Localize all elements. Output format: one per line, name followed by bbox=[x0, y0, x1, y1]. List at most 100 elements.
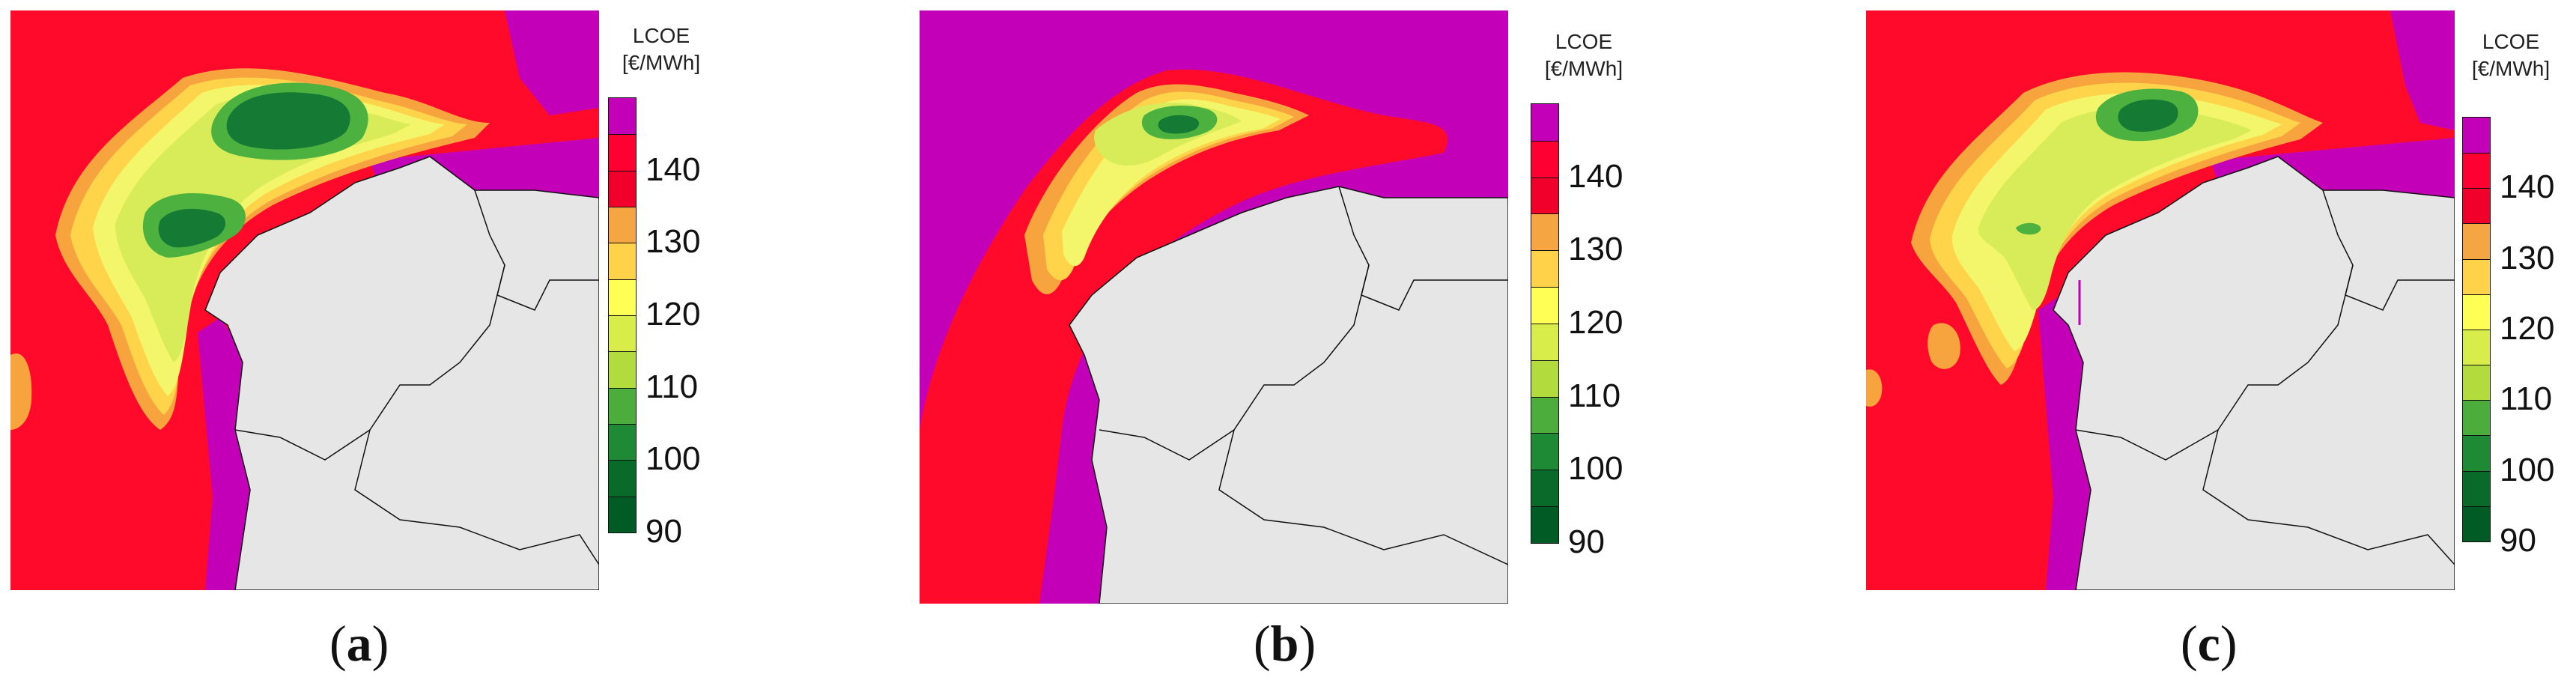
legend-tick-label: 90 bbox=[645, 513, 682, 550]
legend-swatch bbox=[1531, 213, 1558, 251]
legend-swatch bbox=[609, 170, 636, 207]
legend-tick-label: 120 bbox=[1568, 304, 1623, 341]
legend-swatch bbox=[609, 279, 636, 315]
legend-tick-label: 140 bbox=[1568, 157, 1623, 195]
legend-title-line1: LCOE bbox=[632, 24, 690, 47]
legend-swatch bbox=[2463, 470, 2490, 506]
legend-tick-label: 120 bbox=[2500, 310, 2555, 347]
legend-tick-label: 140 bbox=[2500, 169, 2555, 206]
caption-b: (b) bbox=[1254, 615, 1316, 672]
legend-tick-label: 130 bbox=[645, 223, 701, 261]
legend-tick-label: 110 bbox=[645, 368, 699, 405]
contour-orange bbox=[10, 353, 32, 430]
lcoe-map-b bbox=[920, 10, 1508, 604]
legend-a: LCOE [€/MWh] 140 130 120 110 100 90 bbox=[605, 22, 717, 550]
region-border bbox=[354, 264, 599, 565]
legend-tick-label: 140 bbox=[645, 151, 701, 188]
legend-colorbar bbox=[608, 97, 637, 533]
legend-tick-label: 110 bbox=[2500, 380, 2553, 418]
contour-dark-green bbox=[158, 208, 226, 248]
legend-colorbar bbox=[1531, 103, 1559, 544]
panel-a: LCOE [€/MWh] 140 130 120 110 100 90 (a) bbox=[0, 0, 858, 692]
legend-swatch bbox=[2463, 188, 2490, 224]
legend-title-line2: [€/MWh] bbox=[1544, 57, 1623, 80]
legend-swatch bbox=[2463, 365, 2490, 401]
legend-title-line1: LCOE bbox=[1555, 30, 1613, 53]
legend-swatch bbox=[1531, 359, 1558, 397]
legend-tick-label: 130 bbox=[1568, 231, 1623, 268]
map-svg-c bbox=[1866, 10, 2455, 590]
legend-swatch bbox=[1531, 104, 1558, 141]
contour-dark-green bbox=[226, 92, 350, 150]
contour-orange bbox=[1866, 369, 1883, 407]
legend-swatch bbox=[609, 460, 636, 497]
panel-c: LCOE [€/MWh] 140 130 120 110 100 90 (c) bbox=[1716, 0, 2576, 692]
map-svg-a bbox=[10, 10, 599, 590]
sea-region-purple bbox=[2390, 10, 2455, 130]
map-svg-b bbox=[920, 10, 1508, 604]
legend-swatch bbox=[1531, 287, 1558, 324]
legend-swatch bbox=[609, 315, 636, 352]
legend-tick-label: 90 bbox=[2500, 522, 2536, 559]
legend-tick-label: 110 bbox=[1568, 377, 1621, 414]
legend-swatch bbox=[609, 423, 636, 461]
legend-title-line2: [€/MWh] bbox=[622, 51, 701, 74]
caption-c: (c) bbox=[2181, 615, 2238, 672]
contour-dark-green bbox=[1158, 115, 1200, 134]
legend-swatch bbox=[2463, 329, 2490, 365]
legend-swatch bbox=[1531, 250, 1558, 288]
legend-swatch bbox=[2463, 118, 2490, 154]
legend-tick-label: 120 bbox=[645, 296, 701, 333]
legend-tick-label: 90 bbox=[1568, 523, 1605, 560]
region-border bbox=[1099, 429, 1235, 461]
land-galicia bbox=[2053, 156, 2455, 590]
legend-swatch bbox=[2463, 400, 2490, 436]
lcoe-map-a bbox=[10, 10, 599, 590]
panel-b: LCOE [€/MWh] 140 130 120 110 100 90 (b) bbox=[858, 0, 1716, 692]
legend-title-line2: [€/MWh] bbox=[2471, 57, 2551, 80]
legend-swatch bbox=[609, 351, 636, 388]
contour-light-green bbox=[1978, 107, 2252, 310]
legend-c: LCOE [€/MWh] 140 130 120 110 100 90 bbox=[2455, 28, 2567, 557]
legend-swatch bbox=[2463, 258, 2490, 294]
legend-swatch bbox=[609, 98, 636, 135]
legend-swatch bbox=[609, 243, 636, 279]
legend-swatch bbox=[1531, 433, 1558, 470]
sea-region-red bbox=[920, 533, 945, 604]
contour-light-green bbox=[115, 95, 411, 363]
legend-swatch bbox=[1531, 506, 1558, 543]
legend-swatch bbox=[1531, 140, 1558, 177]
contour-orange bbox=[1928, 323, 1960, 369]
legend-swatch bbox=[1531, 323, 1558, 360]
legend-swatch bbox=[609, 387, 636, 424]
legend-swatch bbox=[2463, 435, 2490, 471]
legend-b: LCOE [€/MWh] 140 130 120 110 100 90 bbox=[1528, 28, 1640, 559]
lcoe-map-c bbox=[1866, 10, 2455, 590]
region-border bbox=[2202, 264, 2455, 565]
sea-region-purple bbox=[505, 10, 599, 115]
legend-swatch bbox=[2463, 153, 2490, 189]
contour-dark-green bbox=[2118, 99, 2178, 132]
land-galicia bbox=[204, 156, 599, 590]
legend-swatch bbox=[1531, 470, 1558, 507]
region-border bbox=[1218, 264, 1508, 565]
legend-colorbar bbox=[2462, 117, 2491, 542]
legend-swatch bbox=[2463, 506, 2490, 541]
legend-tick-label: 130 bbox=[2500, 239, 2555, 276]
region-border bbox=[2075, 429, 2219, 461]
legend-swatch bbox=[2463, 223, 2490, 259]
contour-mid-green bbox=[2016, 222, 2041, 235]
legend-swatch bbox=[1531, 396, 1558, 434]
legend-swatch bbox=[609, 206, 636, 243]
legend-tick-label: 100 bbox=[1568, 450, 1623, 488]
legend-swatch bbox=[2463, 294, 2490, 330]
land-galicia bbox=[1069, 186, 1508, 604]
legend-swatch bbox=[609, 134, 636, 171]
legend-swatch bbox=[609, 496, 636, 532]
legend-tick-label: 100 bbox=[645, 440, 701, 478]
legend-swatch bbox=[1531, 177, 1558, 214]
legend-tick-label: 100 bbox=[2500, 451, 2555, 488]
caption-a: (a) bbox=[329, 615, 389, 672]
region-border bbox=[234, 429, 371, 461]
legend-title-line1: LCOE bbox=[2482, 30, 2540, 53]
